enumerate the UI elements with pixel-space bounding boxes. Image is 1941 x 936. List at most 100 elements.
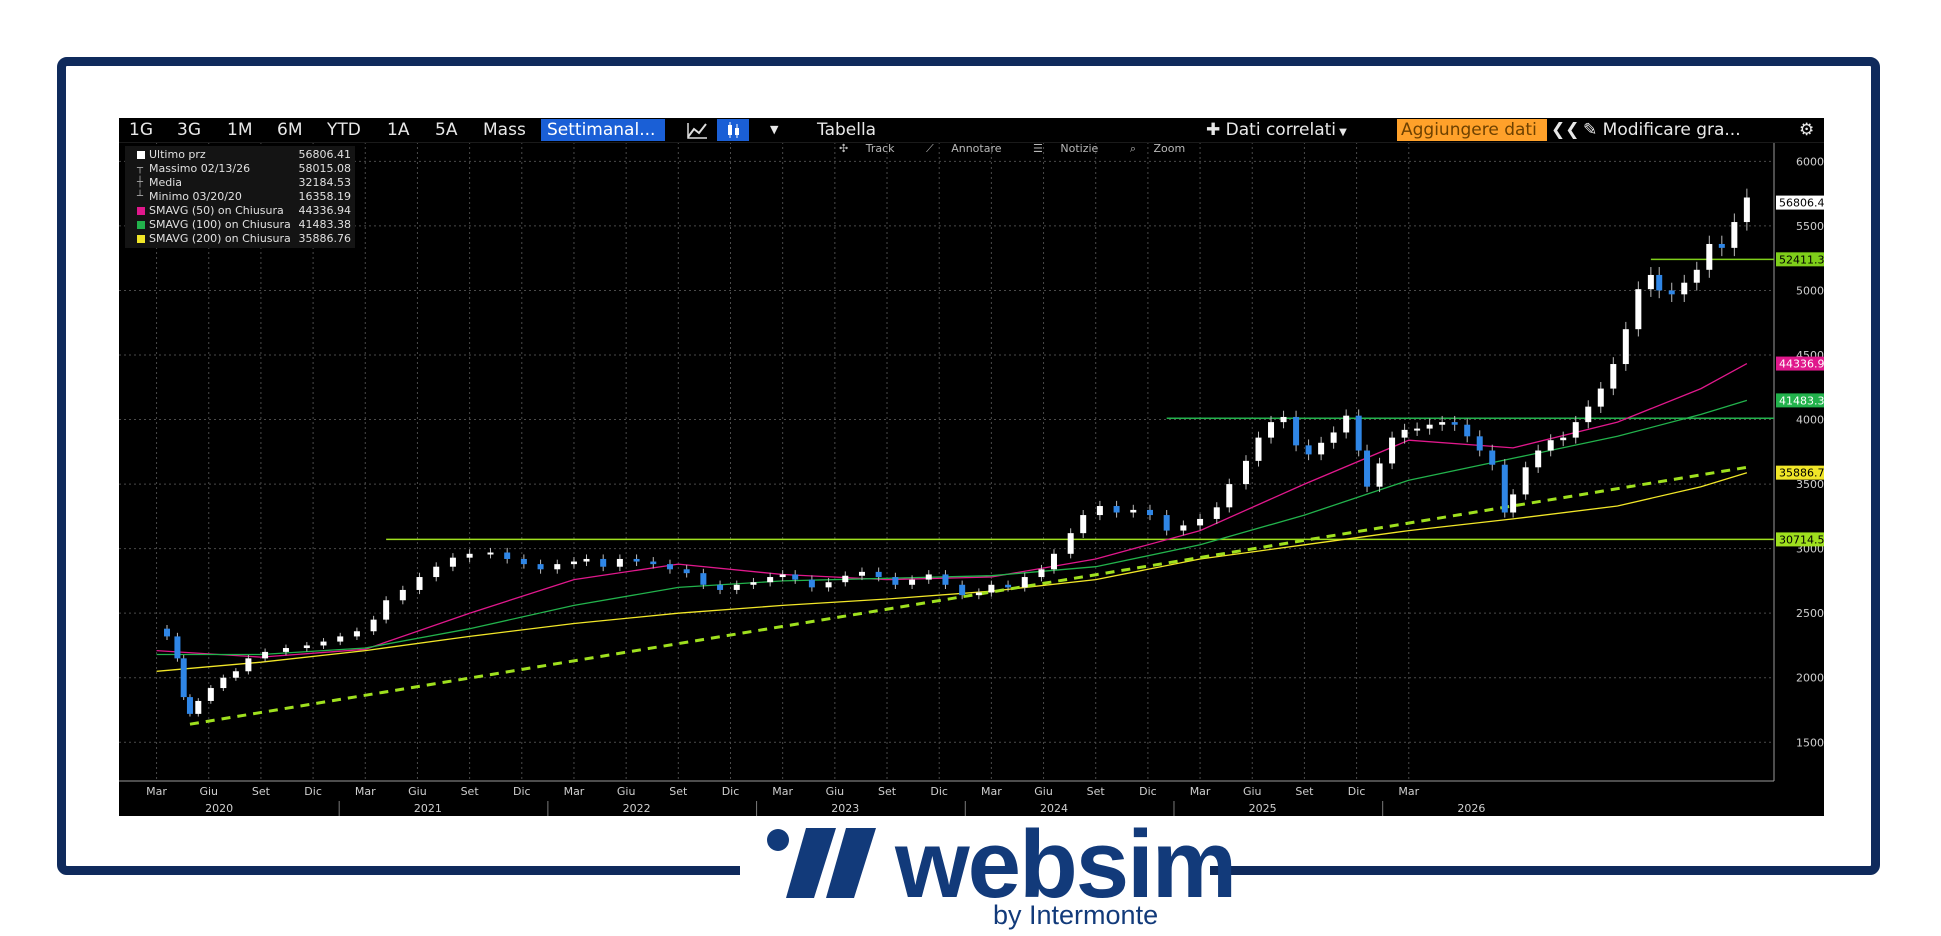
x-tick-label: Mar [146,785,167,798]
x-tick-label: Giu [826,785,845,798]
candle-body [1226,484,1233,508]
frequency-select[interactable]: Settimanal... [541,119,665,141]
legend-smavg-50[interactable]: SMAVG (50) on Chiusura 44336.94 [125,204,355,218]
legend-label: Massimo 02/13/26 [149,162,251,175]
candle-body [180,658,187,698]
candle-body [779,574,786,578]
candle-body [1622,329,1629,365]
zoom-tool[interactable]: ⌕ Zoom [1130,142,1199,155]
candle-body [767,577,774,583]
annotate-tool[interactable]: ⟋ Annotare [926,142,1016,155]
legend-swatch [137,221,145,229]
candle-body [650,561,657,565]
edit-chart-button[interactable]: ✎ Modificare gra... [1583,119,1741,141]
related-data-label: Dati correlati [1225,120,1336,140]
add-data-button[interactable]: Aggiungere dati [1397,119,1547,141]
legend-value: 58015.08 [298,162,352,175]
candle-body [1743,197,1750,223]
candle-body [1005,584,1012,588]
candle-body [1522,467,1529,495]
candle-body [1080,515,1087,534]
news-tool[interactable]: ☰ Notizie [1033,142,1112,155]
track-tool[interactable]: ✣ Track [839,142,909,155]
x-tick-label: Mar [1398,785,1419,798]
price-tag [1776,195,1824,210]
x-tick-label: Set [461,785,480,798]
x-tick-label: Dic [513,785,531,798]
candle-body [370,619,377,632]
candle-body [1113,506,1120,513]
collapse-icon[interactable]: ❮❮ [1551,120,1580,140]
candle-body [988,584,995,593]
gear-icon[interactable]: ⚙ [1799,120,1815,140]
chart-tools: ✣ Track ⟋ Annotare ☰ Notizie ⌕ Zoom [839,142,1213,156]
legend-smavg-200[interactable]: SMAVG (200) on Chiusura 35886.76 [125,232,355,246]
candle-body [825,582,832,588]
candle-body [487,552,494,555]
candle-body [1293,416,1300,446]
year-label: 2023 [831,802,859,815]
legend-high[interactable]: ┬ Massimo 02/13/26 58015.08 [125,162,355,176]
candle-body [1376,463,1383,487]
candle-body [1635,289,1642,330]
candle-body [1021,577,1028,588]
candle-body [186,697,193,714]
legend-last-price[interactable]: Ultimo prz 56806.41 [125,148,355,162]
candle-body [1535,450,1542,468]
candle-body [1426,424,1433,429]
candle-body [733,584,740,590]
range-3g-button[interactable]: 3G [177,120,201,140]
candle-body [1597,388,1604,407]
x-tick-label: Giu [408,785,427,798]
range-1m-button[interactable]: 1M [227,120,253,140]
candle-body [449,557,456,567]
candle-body [583,558,590,562]
legend-value: 44336.94 [298,204,352,217]
plus-icon: ✚ [1206,120,1226,140]
candle-body [1180,525,1187,531]
annotate-icon: ⟋ [926,142,938,155]
legend-average[interactable]: ┼ Media 32184.53 [125,176,355,190]
x-tick-label: Dic [1139,785,1157,798]
price-tag-label: 52411.34 [1779,253,1824,266]
legend-swatch [137,151,145,159]
candle-body [1610,364,1617,389]
candle-body [1572,422,1579,438]
price-tag-label: 35886.76 [1779,467,1824,480]
high-marker-icon: ┬ [137,163,144,174]
candle-body [942,574,949,585]
candle-body [1693,269,1700,283]
candle-body [1213,507,1220,519]
candle-body [1280,416,1287,423]
price-tag [1776,465,1824,480]
x-tick-label: Dic [930,785,948,798]
range-ytd-button[interactable]: YTD [327,120,361,140]
candle-body [1038,569,1045,578]
candlestick-icon[interactable] [717,119,749,141]
candle-body [1718,243,1725,248]
legend-label: SMAVG (200) on Chiusura [149,232,291,245]
candle-body [892,577,899,585]
price-tag [1776,532,1824,547]
range-1g-button[interactable]: 1G [129,120,153,140]
year-label: 2024 [1040,802,1068,815]
price-chart: 1500020000250003000035000400004500050000… [119,142,1824,816]
candle-body [1647,274,1654,290]
x-tick-label: Set [252,785,271,798]
x-tick-label: Dic [722,785,740,798]
range-5a-button[interactable]: 5A [435,120,458,140]
range-max-button[interactable]: Mass [483,120,526,140]
line-chart-icon[interactable] [684,119,710,141]
legend-smavg-100[interactable]: SMAVG (100) on Chiusura 41483.38 [125,218,355,232]
related-data-button[interactable]: ✚ Dati correlati ▼ [1206,119,1347,141]
chevron-down-icon[interactable]: ▼ [770,123,779,136]
range-1a-button[interactable]: 1A [387,120,410,140]
legend-low[interactable]: ┴ Minimo 03/20/20 16358.19 [125,190,355,204]
candle-body [717,584,724,590]
range-6m-button[interactable]: 6M [277,120,303,140]
candle-body [195,700,202,714]
table-button[interactable]: Tabella [817,120,877,140]
news-icon: ☰ [1033,142,1047,155]
candle-body [164,628,171,637]
candle-body [1268,422,1275,438]
